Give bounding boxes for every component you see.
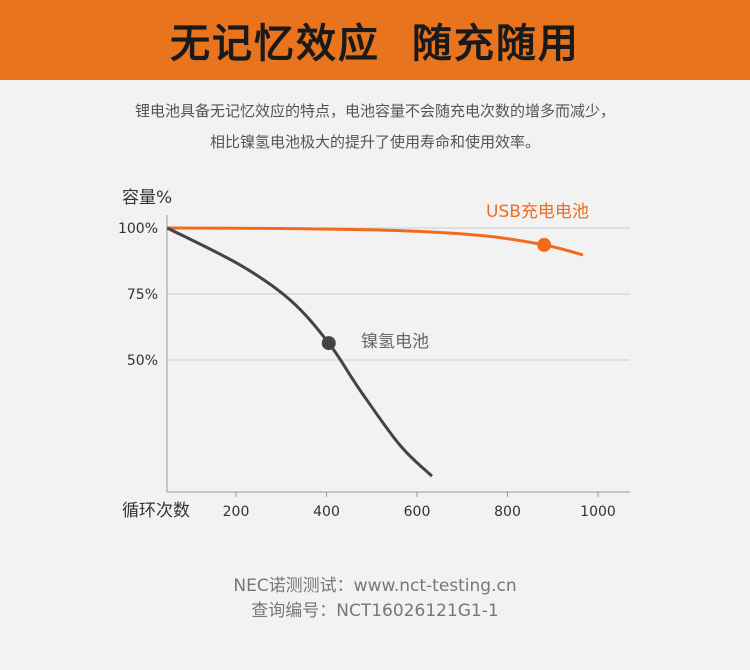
y-tick-label: 100%	[118, 221, 158, 237]
series-marker	[537, 237, 552, 252]
series-label-usb: USB充电电池	[486, 202, 589, 222]
series-line	[166, 226, 433, 478]
x-tick-label: 1000	[580, 504, 616, 520]
description-line: 锂电池具备无记忆效应的特点，电池容量不会随充电次数的增多而减少，	[134, 102, 615, 120]
footer-website: NEC诺测测试：www.nct-testing.cn	[233, 576, 517, 596]
banner: 无记忆效应 随充随用	[0, 0, 750, 80]
description: 锂电池具备无记忆效应的特点，电池容量不会随充电次数的增多而减少， 相比镍氢电池极…	[0, 96, 750, 158]
description-line: 相比镍氢电池极大的提升了使用寿命和使用效率。	[209, 133, 540, 151]
footer-report-number: 查询编号：NCT16026121G1-1	[251, 601, 499, 621]
footer: NEC诺测测试：www.nct-testing.cn 查询编号：NCT16026…	[0, 574, 750, 624]
y-tick-label: 50%	[127, 353, 158, 369]
x-axis-label: 循环次数	[122, 501, 190, 521]
y-axis-label: 容量%	[122, 188, 172, 208]
series-line	[167, 226, 584, 257]
banner-title: 无记忆效应 随充随用	[170, 21, 580, 67]
x-tick-label: 600	[404, 504, 431, 520]
series-label-nimh: 镍氢电池	[361, 332, 429, 352]
x-tick-label: 400	[313, 504, 340, 520]
x-tick-label: 200	[223, 504, 250, 520]
series-marker	[321, 336, 336, 351]
x-tick-label: 800	[494, 504, 521, 520]
y-tick-label: 75%	[127, 287, 158, 303]
